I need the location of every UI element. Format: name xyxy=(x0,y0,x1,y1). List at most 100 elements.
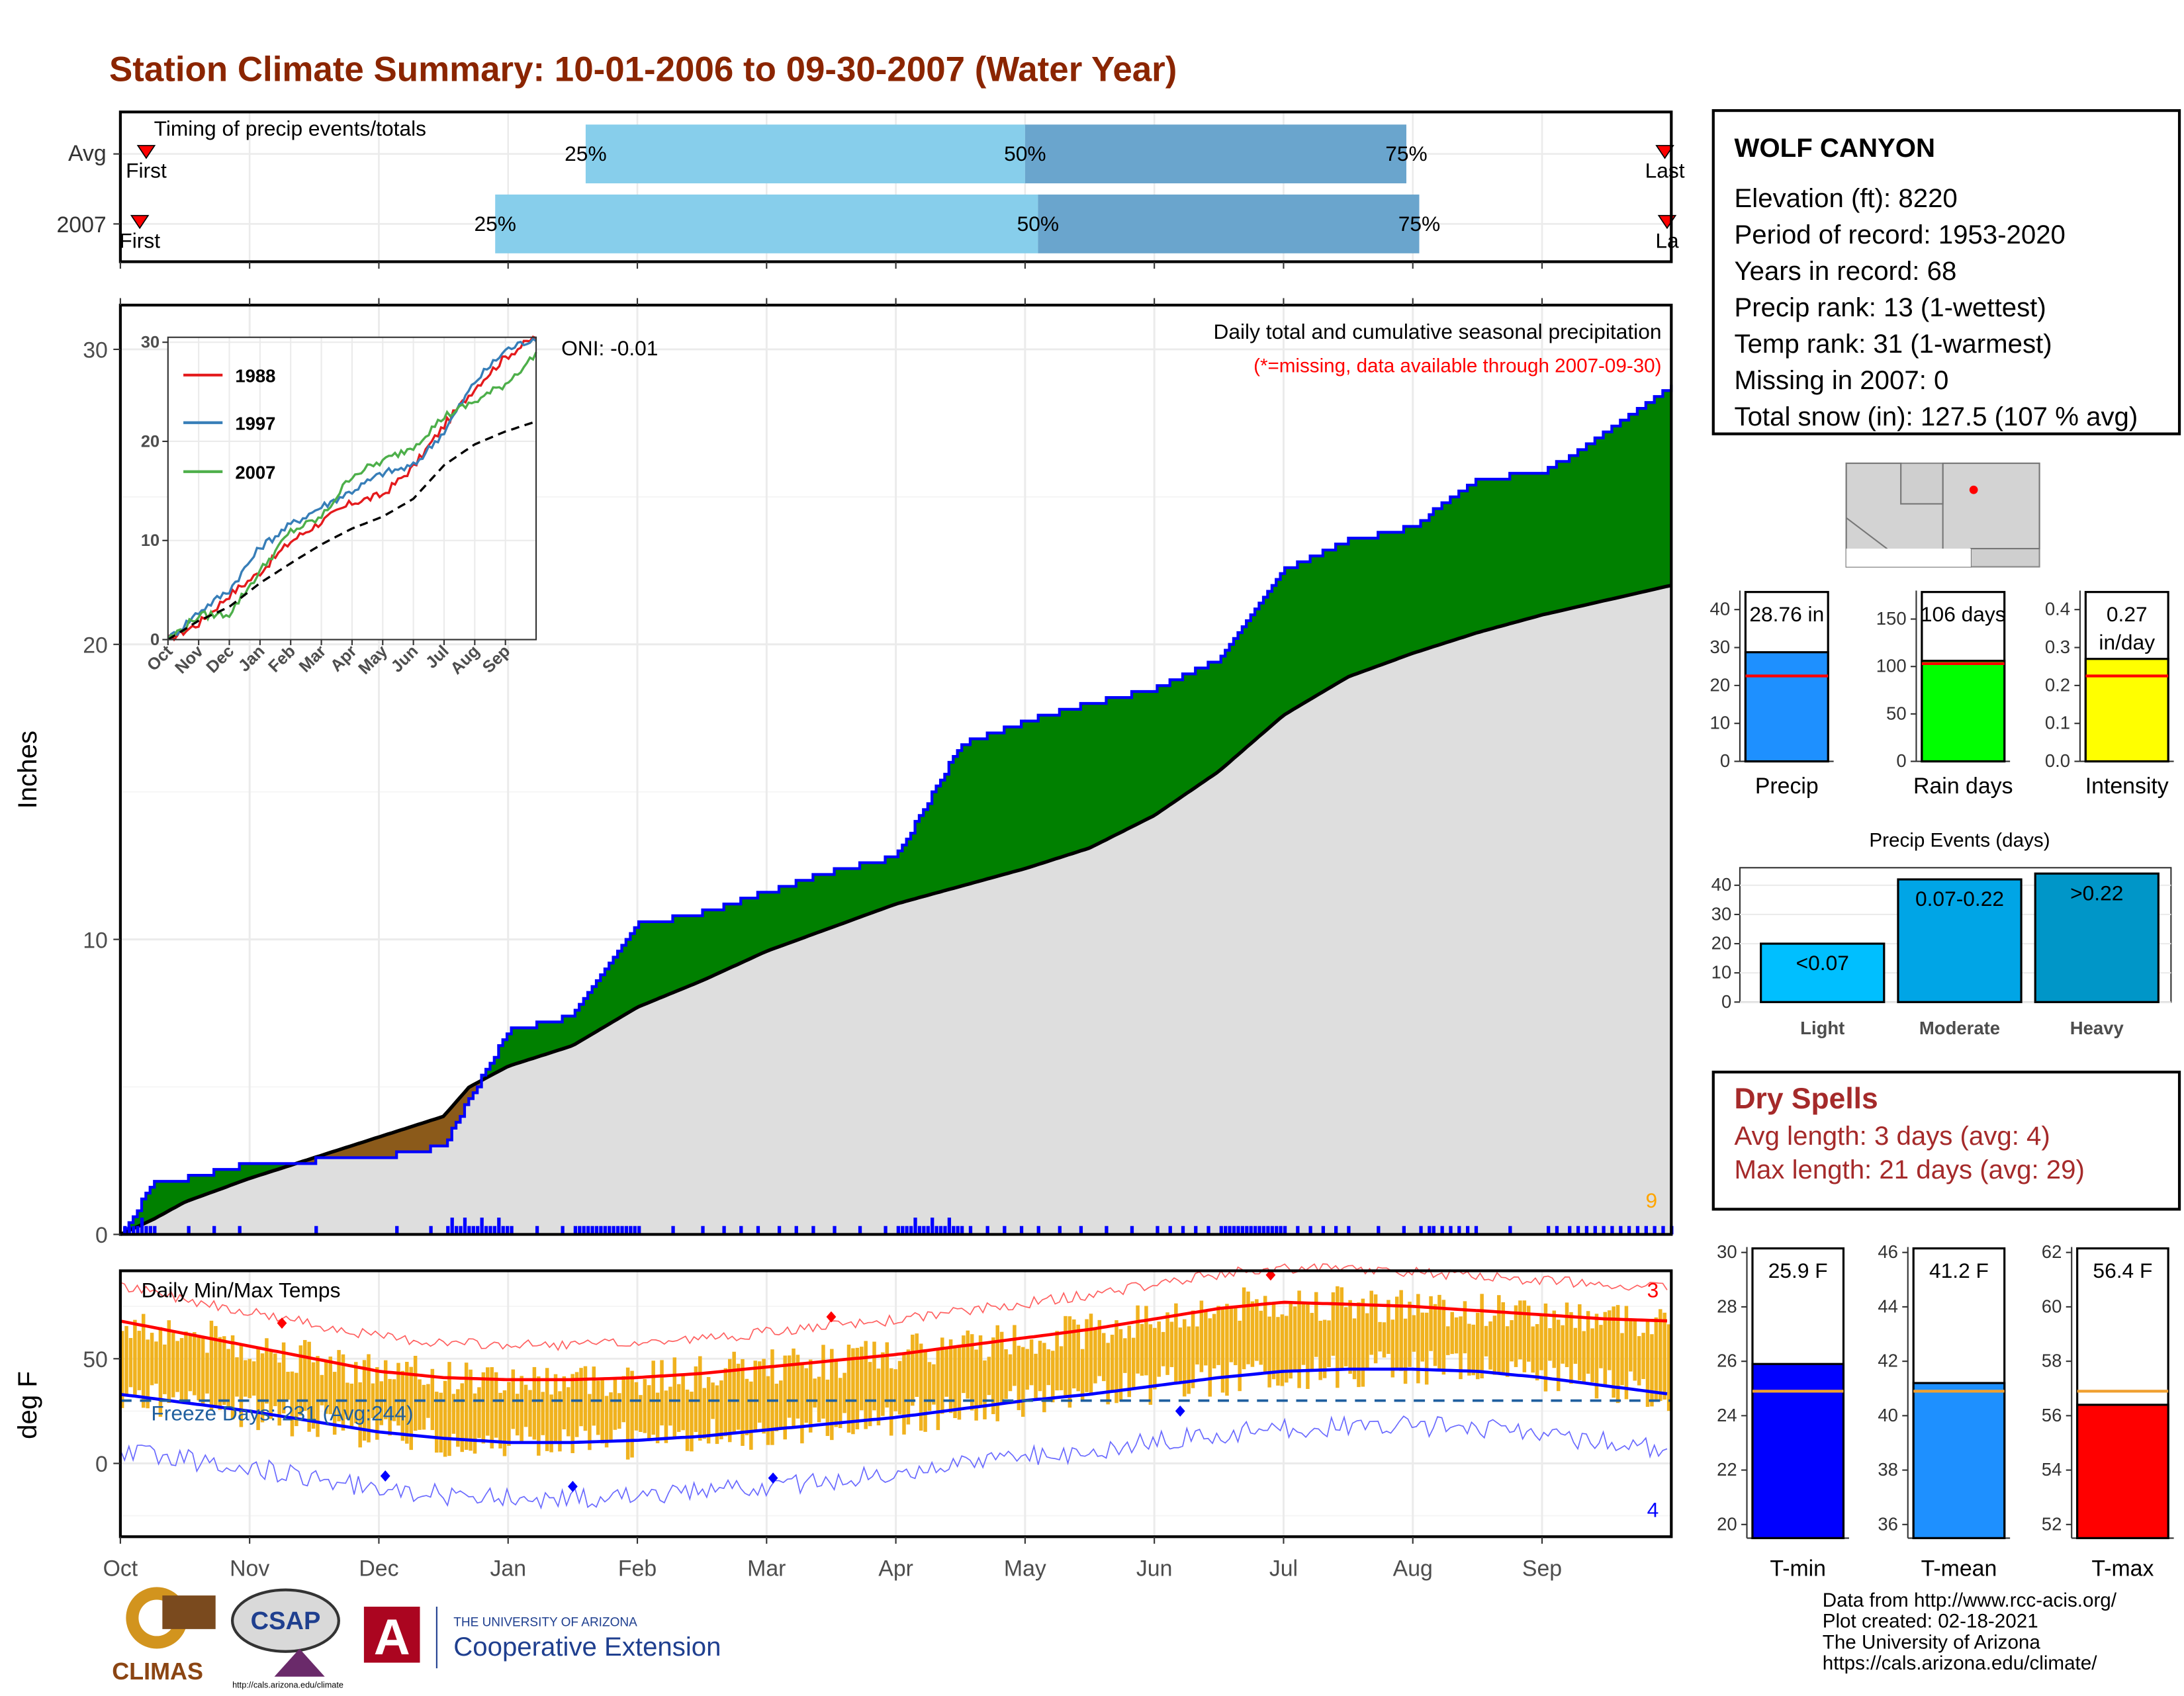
daily-precip-bar xyxy=(484,1226,488,1235)
daily-precip-bar xyxy=(756,1226,760,1235)
daily-temp-bar xyxy=(983,1360,987,1419)
summary-1-ytick-label-0: 0 xyxy=(1896,750,1906,771)
daily-precip-bar xyxy=(450,1218,454,1235)
daily-temp-bar xyxy=(133,1319,137,1398)
daily-precip-bar xyxy=(1253,1226,1257,1235)
daily-temp-bar xyxy=(141,1314,146,1408)
map-mexico xyxy=(1846,549,1971,567)
daily-temp-bar xyxy=(1234,1307,1238,1366)
t-2-bar xyxy=(2076,1404,2169,1539)
daily-temp-bar xyxy=(137,1331,142,1390)
daily-temp-bar xyxy=(1169,1321,1174,1367)
daily-precip-bar xyxy=(1576,1226,1580,1235)
inset-line-2007 xyxy=(167,351,537,641)
daily-temp-bar xyxy=(1484,1325,1488,1357)
daily-temp-bar xyxy=(944,1349,948,1397)
credit-url: https://cals.arizona.edu/climate/ xyxy=(1822,1651,2097,1674)
t-1-label: T-mean xyxy=(1921,1556,1997,1581)
daily-precip-bar xyxy=(590,1226,594,1235)
daily-temp-bar xyxy=(1225,1304,1229,1396)
daily-temp-bar xyxy=(889,1368,893,1436)
daily-precip-bar xyxy=(794,1226,798,1235)
daily-precip-bar xyxy=(1105,1226,1109,1235)
daily-temp-bar xyxy=(1429,1296,1433,1351)
daily-temp-bar xyxy=(1106,1343,1110,1405)
daily-precip-bar xyxy=(1440,1226,1444,1235)
daily-precip-bar xyxy=(561,1226,565,1235)
daily-temp-bar xyxy=(1615,1305,1620,1404)
month-label-4: Feb xyxy=(618,1556,657,1581)
csap-text: CSAP xyxy=(251,1607,321,1635)
daily-temp-bar xyxy=(881,1352,885,1416)
daily-temp-bar xyxy=(260,1353,265,1423)
daily-temp-bar xyxy=(1148,1324,1153,1405)
daily-temp-bar xyxy=(753,1361,758,1431)
daily-precip-bar xyxy=(446,1226,450,1235)
avg-cumulative-area xyxy=(120,585,1672,1235)
timing-bar-low-1 xyxy=(495,194,1038,253)
daily-temp-bar xyxy=(1144,1306,1148,1376)
daily-temp-bar xyxy=(502,1390,507,1456)
daily-precip-bar xyxy=(701,1226,705,1235)
daily-temp-bar xyxy=(324,1359,328,1414)
daily-temp-bar xyxy=(621,1376,625,1423)
daily-temp-bar xyxy=(1424,1312,1429,1385)
t-1-ytick-label-5: 46 xyxy=(1878,1241,1898,1262)
precip-events-chart: Precip Events (days) 0 10 20 30 40 <0.07 Light… xyxy=(1711,830,2172,1038)
precip-legend-note: (*=missing, data available through 2007-… xyxy=(1253,355,1661,377)
daily-precip-bar xyxy=(535,1226,539,1235)
daily-temp-bar xyxy=(1229,1306,1234,1362)
summary-2-ytick-label-1: 0.1 xyxy=(2045,713,2070,733)
daily-temp-bar xyxy=(154,1341,158,1384)
station-name: WOLF CANYON xyxy=(1734,134,1936,164)
record-max-line xyxy=(120,1263,1668,1351)
daily-temp-bar xyxy=(120,1331,124,1408)
daily-temp-bar xyxy=(1408,1302,1412,1367)
daily-temp-bar xyxy=(723,1368,728,1437)
daily-precip-bar xyxy=(1181,1226,1185,1235)
daily-temp-bar xyxy=(1480,1294,1484,1379)
daily-temp-bar xyxy=(655,1392,660,1444)
daily-temp-bar xyxy=(520,1376,523,1443)
t-1-ytick-label-2: 40 xyxy=(1878,1405,1898,1425)
t-1-value-0: 41.2 F xyxy=(1929,1259,1989,1282)
oni-label: ONI: -0.01 xyxy=(561,336,658,360)
avg-min-line xyxy=(120,1367,1668,1445)
daily-precip-bar xyxy=(1219,1226,1223,1235)
daily-temp-bar xyxy=(1080,1349,1085,1402)
daily-temp-bar xyxy=(371,1383,375,1419)
timing-bar-low-0 xyxy=(585,124,1025,184)
inset-ytick-label-1: 10 xyxy=(141,531,159,550)
daily-temp-bar xyxy=(987,1357,991,1396)
precip-panel: Daily total and cumulative seasonal prec… xyxy=(13,298,1674,1248)
daily-precip-bar xyxy=(1308,1226,1312,1235)
events-ytick-label-4: 40 xyxy=(1711,874,1732,895)
daily-temp-bar xyxy=(1250,1301,1255,1367)
temp-record-diamond-5 xyxy=(768,1472,778,1484)
daily-temp-bar xyxy=(244,1360,248,1397)
daily-temp-bar xyxy=(1238,1320,1242,1392)
daily-temp-bar xyxy=(251,1361,256,1396)
daily-precip-bar xyxy=(1130,1226,1134,1235)
timing-pct-label-1-2: 75% xyxy=(1398,212,1440,236)
daily-temp-bar xyxy=(792,1348,796,1429)
daily-temp-bar xyxy=(940,1337,944,1414)
daily-temp-bar xyxy=(1042,1343,1046,1413)
daily-temp-bar xyxy=(1115,1320,1118,1404)
events-bar-moderate xyxy=(1897,878,2023,1003)
daily-temp-bar xyxy=(1565,1302,1569,1368)
timing-pct-label-1-1: 50% xyxy=(1017,212,1059,236)
daily-precip-bar xyxy=(144,1226,148,1235)
daily-temp-bar xyxy=(388,1378,392,1436)
dry-spells-title: Dry Spells xyxy=(1734,1083,1878,1116)
daily-temp-bar xyxy=(409,1366,413,1451)
daily-temp-bar xyxy=(167,1320,171,1404)
timing-first-label-1: First xyxy=(119,228,160,252)
daily-temp-bar xyxy=(1387,1300,1390,1354)
station-info-box: WOLF CANYON Elevation (ft): 8220 Period … xyxy=(1711,109,2181,435)
daily-temp-bar xyxy=(460,1383,465,1452)
daily-temp-bar xyxy=(418,1379,422,1430)
daily-precip-bar xyxy=(952,1226,956,1235)
daily-temp-bar xyxy=(808,1359,813,1433)
daily-temp-bar xyxy=(1531,1326,1535,1373)
